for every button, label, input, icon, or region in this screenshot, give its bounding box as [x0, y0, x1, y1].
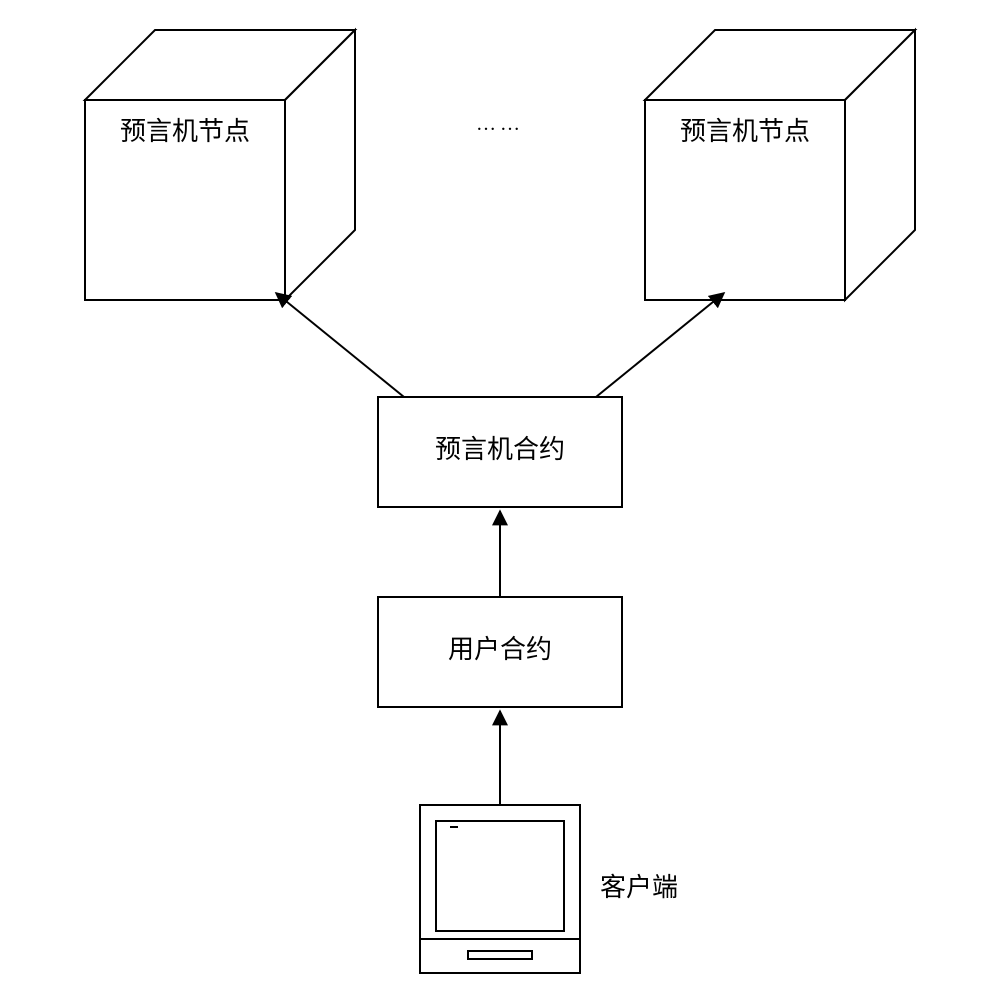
architecture-diagram: 预言机节点 预言机节点 …… 预言机合约 用户合约 客户端 — [0, 0, 998, 1000]
oracle-contract-label: 预言机合约 — [435, 435, 565, 464]
client-computer-icon — [420, 805, 580, 973]
user-contract-label: 用户合约 — [448, 635, 552, 664]
ellipsis: …… — [476, 113, 524, 135]
user-contract-box: 用户合约 — [378, 597, 622, 707]
oracle-contract-box: 预言机合约 — [378, 397, 622, 507]
oracle-node-right-label: 预言机节点 — [680, 117, 810, 146]
oracle-node-left-label: 预言机节点 — [120, 117, 250, 146]
client-label: 客户端 — [600, 873, 678, 902]
oracle-node-right: 预言机节点 — [645, 30, 915, 300]
oracle-node-left: 预言机节点 — [85, 30, 355, 300]
edge-oracle-to-left-node — [276, 293, 404, 397]
edge-oracle-to-right-node — [596, 293, 724, 397]
